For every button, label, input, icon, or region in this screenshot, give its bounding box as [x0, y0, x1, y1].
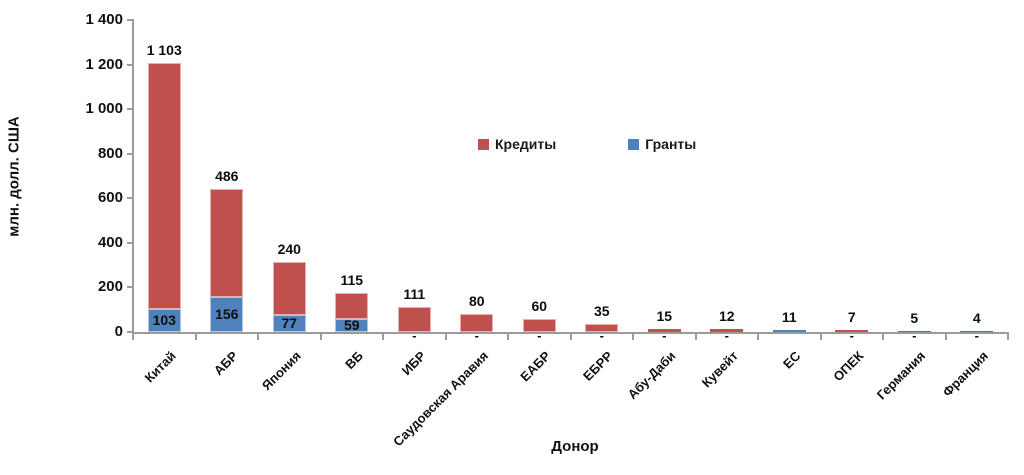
credits-legend-label: Кредиты	[495, 136, 557, 152]
x-tick-mark	[632, 334, 634, 340]
credits-legend-swatch	[478, 138, 489, 150]
bar-value-label: 35	[593, 303, 610, 319]
x-tick-mark	[257, 334, 259, 340]
grants-legend-label: Гранты	[645, 136, 697, 152]
bar-value-label: 7	[847, 309, 856, 325]
grants-zero-label: -	[599, 328, 604, 343]
bar-value-label: 60	[531, 298, 548, 314]
x-tick-mark	[694, 334, 697, 340]
y-tick-mark	[127, 108, 133, 111]
grants-value-label: 103	[152, 311, 176, 328]
x-category-label: Китай	[141, 348, 179, 386]
x-category-label: Кувейт	[698, 348, 742, 391]
x-category-label: Япония	[258, 348, 304, 394]
grants-zero-label: -	[474, 328, 479, 343]
x-category-label: ИБР	[398, 348, 429, 379]
x-tick-mark	[944, 334, 947, 340]
x-category-label: ЕС	[780, 348, 804, 372]
grants-zero-label: -	[849, 328, 854, 343]
bar-segment-credits-2	[210, 189, 243, 297]
x-category-label: АБР	[211, 348, 242, 379]
x-tick-mark	[757, 334, 759, 340]
bar-segment-grants-2	[210, 297, 243, 332]
y-tick-mark	[127, 63, 133, 66]
x-tick-mark	[882, 334, 884, 340]
y-tick-label: 200	[97, 278, 123, 296]
x-axis-title: Донор	[551, 438, 599, 455]
x-axis-line	[132, 332, 1009, 334]
bar-value-label: 12	[718, 308, 735, 324]
grants-zero-label: -	[412, 328, 417, 343]
bar-segment-credits-8	[585, 324, 618, 332]
chart-legend: Кредиты Гранты	[478, 134, 696, 154]
y-axis-title: млн. долл. США	[5, 116, 23, 237]
y-tick-label: 1 000	[85, 100, 123, 118]
x-tick-mark	[819, 334, 822, 340]
grants-value-label: 156	[215, 305, 239, 322]
x-tick-mark	[1007, 334, 1009, 340]
bar-value-label: 15	[656, 308, 673, 324]
bar-value-label: 240	[277, 241, 301, 257]
grants-zero-label: -	[912, 328, 917, 343]
bar-value-label: 5	[910, 310, 919, 326]
x-category-label: Германия	[874, 348, 929, 403]
y-tick-label: 0	[114, 323, 123, 340]
grants-zero-label: -	[662, 328, 667, 343]
bar-segment-credits-1	[148, 63, 181, 309]
y-axis-line	[132, 19, 134, 332]
bar-value-label: 11	[781, 309, 797, 325]
y-tick-mark	[127, 241, 133, 244]
y-tick-mark	[127, 19, 133, 21]
bar-segment-credits-14	[960, 331, 993, 332]
y-tick-mark	[127, 331, 133, 333]
bar-segment-grants-11	[773, 330, 806, 332]
y-tick-label: 1 200	[85, 55, 123, 73]
bar-value-label: 4	[972, 310, 981, 326]
x-tick-mark	[194, 334, 197, 340]
bar-segment-grants-3	[273, 315, 306, 332]
y-tick-label: 800	[97, 144, 123, 162]
y-tick-label: 400	[97, 233, 123, 251]
x-category-label: ВБ	[342, 348, 367, 373]
bar-segment-credits-7	[523, 319, 556, 332]
bar-segment-credits-4	[335, 293, 368, 319]
bar-segment-credits-3	[273, 262, 306, 315]
x-tick-mark	[382, 334, 384, 340]
bar-segment-grants-1	[148, 309, 181, 332]
y-tick-label: 1 400	[85, 11, 123, 28]
grants-zero-label: -	[974, 328, 979, 343]
bar-value-label: 1 103	[146, 42, 182, 58]
bar-segment-grants-4	[335, 319, 368, 332]
bar-value-label: 80	[468, 293, 485, 309]
grants-value-label: 59	[343, 316, 360, 333]
y-tick-mark	[127, 197, 133, 200]
bar-value-label: 486	[215, 168, 239, 184]
grants-value-label: 77	[281, 314, 298, 331]
bar-segment-credits-12	[835, 330, 868, 332]
x-category-label: Абу-Даби	[624, 348, 679, 403]
grants-legend-swatch	[628, 138, 640, 150]
x-category-label: ЕБРР	[580, 348, 617, 384]
x-tick-mark	[569, 334, 572, 340]
bar-value-label: 111	[403, 286, 426, 302]
bar-segment-credits-9	[648, 329, 681, 332]
x-tick-mark	[444, 334, 447, 340]
bar-segment-credits-10	[710, 329, 743, 332]
grants-zero-label: -	[724, 328, 729, 343]
x-category-label: ОПЕК	[829, 348, 867, 385]
bar-value-label: 115	[340, 272, 364, 288]
bar-segment-credits-6	[460, 314, 493, 332]
x-category-label: ЕАБР	[517, 348, 554, 385]
x-tick-mark	[507, 334, 509, 340]
y-tick-mark	[127, 286, 133, 289]
y-tick-mark	[127, 152, 133, 155]
x-category-label: Франция	[939, 348, 992, 400]
grants-zero-label: -	[537, 328, 542, 343]
bar-segment-credits-13	[898, 331, 931, 332]
x-tick-mark	[319, 334, 322, 340]
y-tick-label: 600	[97, 189, 123, 207]
x-tick-mark	[132, 334, 134, 340]
bar-segment-credits-5	[398, 307, 431, 332]
